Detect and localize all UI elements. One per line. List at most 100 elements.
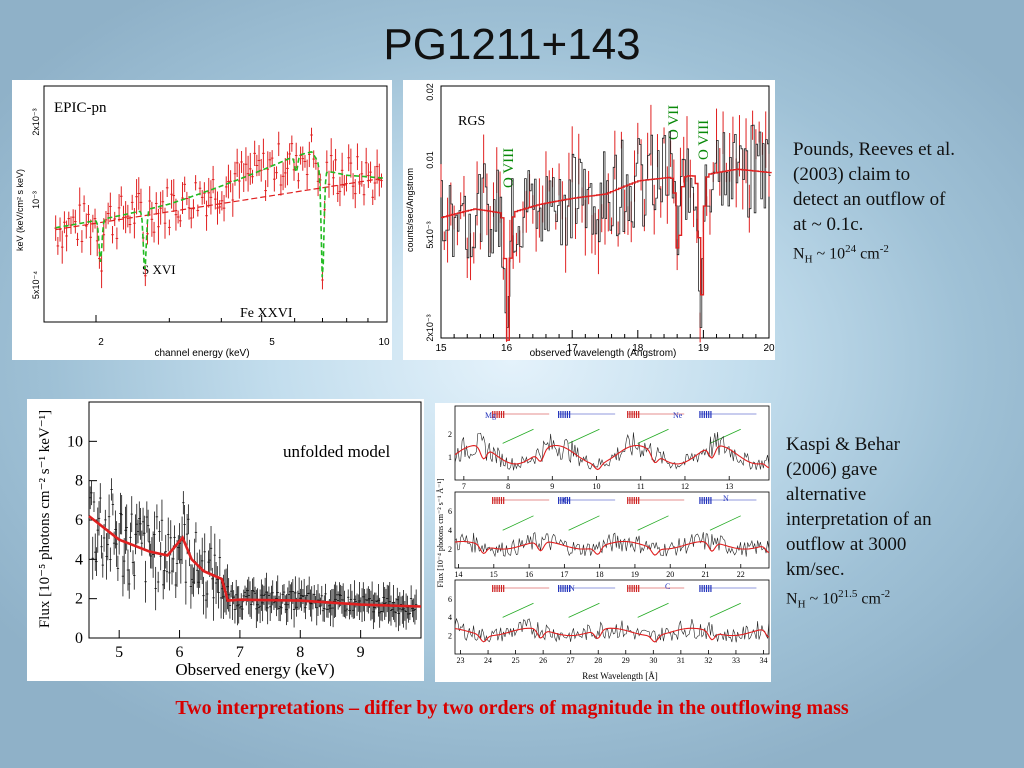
unfolded-model-line [88,515,422,608]
kaspi-x-tick-label: 27 [567,656,575,665]
epic-title: EPIC-pn [54,100,107,116]
nh-base: ~ 10 [805,590,839,608]
nh-symbol: N [786,590,798,608]
kaspi-behar-chart: Rest Wavelength [Å] Flux [10⁻⁴ photons c… [436,405,770,681]
kaspi-velocity-marker [568,428,600,444]
epic-xlabel: channel energy (keV) [154,348,249,359]
kaspi-x-tick-label: 26 [539,656,547,665]
nh-symbol: N [793,245,805,263]
rgs-ylabel: counts/sec/Angstrom [405,168,415,252]
unfolded-x-tick-label: 5 [115,644,123,661]
kaspi-x-tick-label: 14 [455,570,463,579]
kaspi-data-line [454,531,770,558]
kaspi-subpanel-frame [454,491,770,569]
kaspi-line-4: interpretation of an [786,509,932,530]
kaspi-x-tick-label: 17 [560,570,568,579]
epic-ytick: 2x10⁻³ [31,108,41,135]
rgs-x-tick-label: 19 [698,343,710,354]
kaspi-x-tick-label: 22 [737,570,745,579]
kaspi-x-tick-label: 34 [759,656,767,665]
unfolded-x-tick-label: 7 [236,644,244,661]
kaspi-y-tick-label: 6 [448,507,452,516]
nh-exponent: 21.5 [838,588,858,600]
rgs-x-tick-label: 20 [763,343,775,354]
epic-continuum-line [55,177,384,231]
rgs-ytick: 5x10⁻³ [425,221,435,248]
unfolded-y-tick-label: 6 [75,512,83,529]
kaspi-velocity-marker [502,515,534,531]
kaspi-x-tick-label: 12 [681,482,689,491]
kaspi-x-tick-label: 25 [512,656,520,665]
kaspi-velocity-marker [709,515,741,531]
kaspi-x-tick-label: 16 [525,570,533,579]
epic-pn-chart: EPIC-pn S XVI Fe XXVI channel energy (ke… [15,85,390,359]
epic-pn-spectrum-panel: EPIC-pn S XVI Fe XXVI channel energy (ke… [12,80,392,360]
kaspi-y-tick-label: 4 [448,526,452,535]
kaspi-x-tick-label: 15 [490,570,498,579]
annotation-o-vii: O VII [666,105,682,140]
kaspi-x-tick-label: 10 [593,482,601,491]
epic-xtick: 10 [378,337,390,348]
kaspi-y-tick-label: 1 [448,453,452,462]
rgs-x-tick-label: 16 [501,343,513,354]
kaspi-velocity-marker [637,602,669,618]
rgs-plot-frame [440,85,770,339]
unfolded-xlabel: Observed energy (keV) [175,660,334,679]
kaspi-y-tick-label: 2 [448,632,452,641]
kaspi-line-6: km/sec. [786,559,845,580]
nh-base: ~ 10 [812,245,846,263]
epic-ytick: 5x10⁻⁴ [31,271,41,299]
rgs-x-tick-label: 15 [435,343,447,354]
kaspi-text-block: Kaspi & Behar (2006) gave alternative in… [786,432,1014,618]
kaspi-x-tick-label: 21 [701,570,709,579]
kaspi-y-tick-label: 4 [448,613,452,622]
unfolded-title: unfolded model [283,442,390,461]
kaspi-data-line [454,431,770,471]
kaspi-x-tick-label: 24 [484,656,492,665]
rgs-spectrum-panel: RGS O VIII O VII O VIII observed wavelen… [403,80,775,360]
epic-xtick: 2 [98,337,104,348]
annotation-o-viii-2: O VIII [696,120,712,160]
kaspi-data-line [454,617,770,643]
rgs-ytick: 0.02 [425,83,435,101]
unfolded-x-tick-label: 9 [357,644,365,661]
kaspi-x-tick-label: 20 [666,570,674,579]
rgs-chart: RGS O VIII O VII O VIII observed wavelen… [405,83,775,359]
unfolded-model-chart: unfolded model Observed energy (keV) Flu… [37,401,422,679]
kaspi-x-tick-label: 7 [462,482,466,491]
nh-unit-exponent: -2 [879,243,889,255]
nh-subscript: H [804,253,813,266]
kaspi-y-tick-label: 2 [448,430,452,439]
kaspi-x-tick-label: 32 [704,656,712,665]
rgs-model-line [441,168,772,341]
kaspi-x-tick-label: 33 [732,656,740,665]
kaspi-model-line [454,627,770,643]
kaspi-x-tick-label: 11 [637,482,645,491]
unfolded-y-tick-label: 2 [75,591,83,608]
kaspi-model-line [454,540,770,556]
epic-ylabel: keV (keV/cm² s keV) [15,169,25,251]
kaspi-velocity-marker [568,602,600,618]
kaspi-y-tick-label: 2 [448,545,452,554]
kaspi-velocity-marker [502,428,534,444]
kaspi-ion-label: N [569,584,575,593]
slide-caption: Two interpretations – differ by two orde… [175,697,849,719]
pounds-line-4: at ~ 0.1c. [793,214,864,235]
kaspi-ion-label: Ne [673,411,683,420]
kaspi-line-1: Kaspi & Behar [786,434,900,455]
rgs-title: RGS [458,114,485,129]
rgs-xlabel: observed wavelength (Angstrom) [530,348,677,359]
rgs-x-tick-label: 17 [567,343,579,354]
kaspi-subpanel-frame [454,579,770,655]
kaspi-velocity-marker [637,428,669,444]
nh-unit: cm [857,590,881,608]
unfolded-y-tick-label: 8 [75,473,83,490]
kaspi-x-tick-label: 18 [596,570,604,579]
kaspi-xlabel: Rest Wavelength [Å] [582,671,658,681]
epic-xtick: 5 [269,337,275,348]
kaspi-y-tick-label: 6 [448,595,452,604]
kaspi-x-tick-label: 29 [622,656,630,665]
kaspi-behar-panel: Rest Wavelength [Å] Flux [10⁻⁴ photons c… [435,403,771,682]
epic-model-line [55,151,384,278]
kaspi-x-tick-label: 23 [457,656,465,665]
